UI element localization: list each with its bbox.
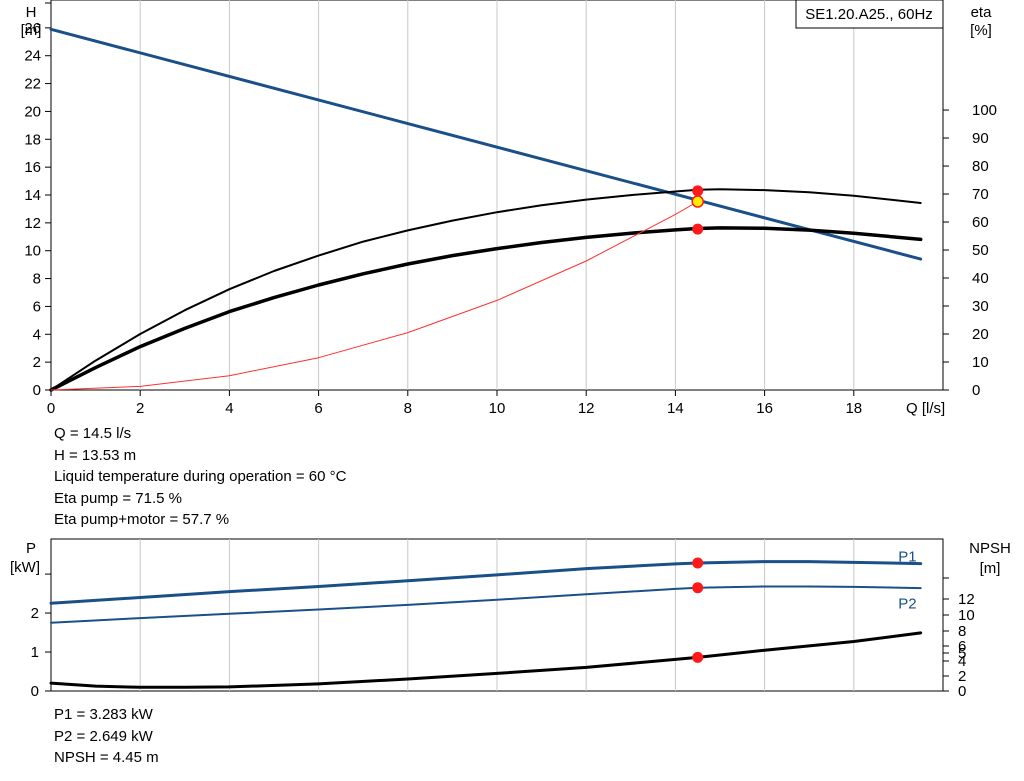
q-tick-label: 0 [47,400,55,417]
q-tick-label: 4 [225,400,233,417]
npsh-curve [49,631,923,689]
power-info: P1 = 3.283 kW P2 = 2.649 kW NPSH = 4.45 … [54,704,159,769]
duty-point-marker [692,651,704,663]
eta-tick-label: 60 [972,214,989,231]
h-tick-label: 22 [24,76,41,93]
duty-point-info: Q = 14.5 l/s H = 13.53 m Liquid temperat… [54,423,346,531]
npsh-tick-label: 12 [958,591,975,608]
h-tick-label: 16 [24,159,41,176]
duty-point-marker [691,195,704,208]
h-tick-label: 4 [33,326,41,343]
q-tick-label: 16 [756,400,773,417]
eta-pump-curve [50,188,922,391]
series-label-p2: P2 [898,595,916,612]
eta-pump-motor-curve [49,226,923,392]
duty-point-marker [692,223,704,235]
h-tick-label: 12 [24,215,41,232]
info-p2: P2 = 2.649 kW [54,727,153,745]
q-tick-label: 8 [404,400,412,417]
npsh-tick-label: 4 [958,653,966,670]
eta-tick-label: 90 [972,130,989,147]
eta-axis-label: eta [971,4,993,21]
eta-tick-label: 40 [972,270,989,287]
q-tick-label: 18 [845,400,862,417]
p-tick-label: 0 [31,683,39,700]
p-tick-label: 2 [31,605,39,622]
eta-tick-label: 30 [972,298,989,315]
p-axis-label: P [26,540,36,557]
q-tick-label: 6 [314,400,322,417]
npsh-tick-label: 8 [958,623,966,640]
npsh-tick-label: 10 [958,607,975,624]
eta-tick-label: 20 [972,326,989,343]
npsh-tick-label: 2 [958,668,966,685]
p-tick-label: 1 [31,644,39,661]
h-tick-label: 0 [33,382,41,399]
info-npsh: NPSH = 4.45 m [54,749,159,766]
series-label-p1: P1 [898,549,916,566]
duty-point-marker [692,185,704,197]
duty-point-marker [692,582,704,594]
eta-tick-label: 70 [972,186,989,203]
h-tick-label: 8 [33,271,41,288]
info-eta-pump-motor: Eta pump+motor = 57.7 % [54,511,230,528]
chart-title: SE1.20.A25., 60Hz [805,6,933,23]
q-tick-label: 10 [489,400,506,417]
p-axis-unit: [kW] [10,559,40,576]
p1-curve [49,560,923,605]
title-box [795,0,944,29]
h-tick-label: 26 [24,20,41,37]
h-tick-label: 14 [24,187,41,204]
eta-axis-unit: [%] [970,22,992,39]
npsh-axis-label: NPSH [969,540,1011,557]
npsh-tick-label: 0 [958,683,966,700]
eta-tick-label: 80 [972,158,989,175]
npsh-axis-unit: [m] [980,560,1001,577]
p2-curve [50,585,922,624]
h-curve [49,27,923,261]
h-tick-label: 20 [24,103,41,120]
h-tick-label: 10 [24,243,41,260]
info-flow: Q = 14.5 l/s [54,425,132,442]
eta-tick-label: 100 [972,102,997,119]
q-tick-label: 12 [578,400,595,417]
info-p1: P1 = 3.283 kW [54,706,153,723]
h-axis-unit: [m] [21,22,42,39]
eta-tick-label: 0 [972,382,980,399]
h-tick-label: 18 [24,131,41,148]
h-tick-label: 24 [24,48,41,65]
q-tick-label: 2 [136,400,144,417]
q-tick-label: 14 [667,400,684,417]
h-tick-label: 6 [33,298,41,315]
system-curve [50,201,699,391]
duty-point-marker [692,557,704,569]
npsh-tick-label: 6 [958,638,966,655]
info-liquid-temperature: Liquid temperature during operation = 60… [54,468,347,485]
info-head: H = 13.53 m [54,446,137,464]
eta-tick-label: 50 [972,242,989,259]
h-tick-label: 2 [33,354,41,371]
info-eta-pump: Eta pump = 71.5 % [54,489,182,507]
npsh-tick-label: 5 [958,645,966,662]
q-axis-label: Q [l/s] [906,400,945,417]
eta-tick-label: 10 [972,354,989,371]
h-axis-label: H [26,4,37,21]
